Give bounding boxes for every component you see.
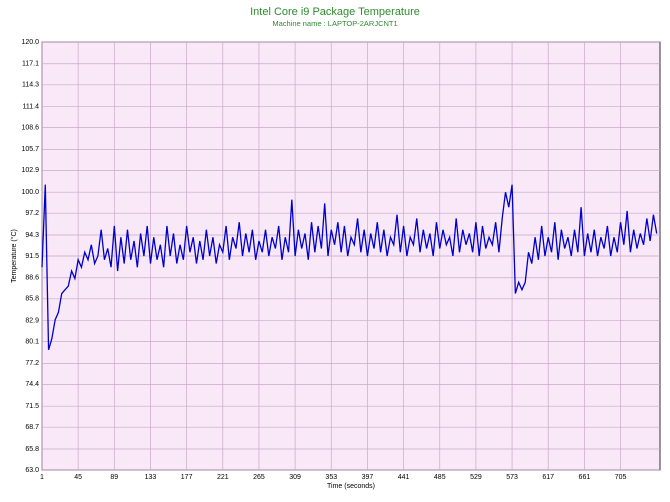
y-tick-label: 120.0 (21, 39, 39, 46)
y-tick-label: 105.7 (21, 146, 39, 153)
x-tick-label: 617 (542, 474, 554, 481)
x-tick-label: 309 (289, 474, 301, 481)
chart-title: Intel Core i9 Package Temperature (250, 6, 420, 18)
x-tick-label: 177 (181, 474, 193, 481)
x-tick-label: 353 (325, 474, 337, 481)
y-tick-label: 80.1 (25, 338, 39, 345)
x-tick-label: 661 (579, 474, 591, 481)
x-tick-label: 397 (362, 474, 374, 481)
y-tick-label: 102.9 (21, 167, 39, 174)
y-tick-label: 74.4 (25, 381, 39, 388)
x-tick-label: 1 (40, 474, 44, 481)
x-tick-label: 573 (506, 474, 518, 481)
y-tick-label: 65.8 (25, 446, 39, 453)
x-tick-label: 265 (253, 474, 265, 481)
y-tick-label: 100.0 (21, 189, 39, 196)
y-tick-label: 63.0 (25, 467, 39, 474)
x-tick-label: 485 (434, 474, 446, 481)
y-tick-label: 85.8 (25, 296, 39, 303)
y-tick-label: 91.5 (25, 253, 39, 260)
y-tick-label: 108.6 (21, 124, 39, 131)
x-tick-label: 221 (217, 474, 229, 481)
y-tick-label: 77.2 (25, 360, 39, 367)
x-tick-label: 441 (398, 474, 410, 481)
y-tick-label: 88.6 (25, 275, 39, 282)
y-tick-label: 68.7 (25, 424, 39, 431)
y-tick-label: 117.1 (22, 61, 39, 68)
line-series (41, 184, 658, 351)
x-tick-label: 89 (110, 474, 118, 481)
y-axis-label: Temperature (°C) (10, 229, 18, 283)
y-tick-label: 114.3 (22, 82, 39, 89)
y-tick-label: 82.9 (25, 317, 39, 324)
y-tick-label: 94.3 (25, 232, 39, 239)
x-tick-label: 133 (145, 474, 157, 481)
y-tick-label: 71.5 (25, 403, 39, 410)
x-tick-label: 705 (615, 474, 627, 481)
x-tick-label: 529 (470, 474, 482, 481)
y-tick-label: 111.4 (23, 103, 40, 110)
y-tick-label: 97.2 (25, 210, 39, 217)
x-tick-label: 45 (74, 474, 82, 481)
chart-subtitle: Machine name : LAPTOP-2ARJCNT1 (272, 19, 397, 28)
x-axis-label: Time (seconds) (327, 483, 375, 490)
